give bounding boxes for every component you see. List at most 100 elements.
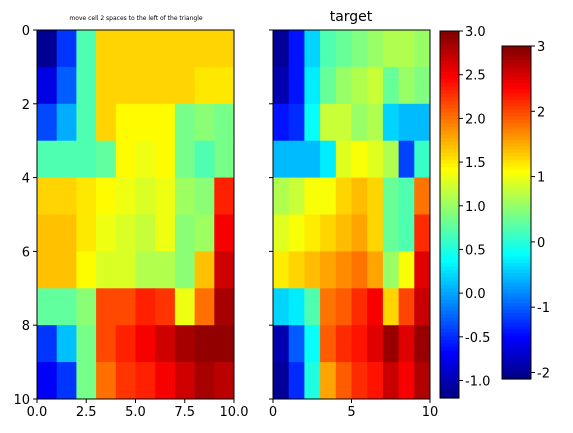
colorbar-target-strip bbox=[440, 155, 459, 161]
colorbar-target-strip bbox=[440, 232, 459, 238]
colorbar-input-strip bbox=[502, 339, 531, 343]
colorbar-input-strip bbox=[502, 132, 531, 137]
input-cell bbox=[76, 362, 97, 400]
colorbar-target-strip bbox=[440, 207, 459, 212]
target-cell bbox=[398, 30, 415, 68]
colorbar-input-strip bbox=[502, 302, 531, 307]
target-cell bbox=[273, 288, 290, 326]
colorbar-input-strip bbox=[502, 62, 531, 67]
colorbar-input-strip bbox=[502, 179, 531, 184]
colorbar-input-strip bbox=[502, 362, 531, 367]
colorbar-input-tick-label: -1 bbox=[537, 301, 550, 316]
colorbar-target-tick-label: 1.0 bbox=[465, 200, 486, 215]
target-cell bbox=[382, 66, 400, 105]
input-cell bbox=[37, 325, 58, 363]
colorbar-target-strip bbox=[440, 196, 459, 201]
colorbar-target-strip bbox=[440, 313, 459, 318]
input-cell bbox=[194, 288, 215, 326]
colorbar-input-strip bbox=[502, 119, 531, 124]
target-cell bbox=[398, 362, 415, 400]
target-cell bbox=[304, 288, 321, 326]
colorbar-target-strip bbox=[440, 188, 459, 194]
colorbar-input-strip bbox=[502, 112, 531, 117]
colorbar-target-strip bbox=[440, 353, 459, 359]
colorbar-target-strip bbox=[440, 284, 459, 289]
target-cell bbox=[367, 66, 384, 105]
input-cell bbox=[115, 251, 136, 289]
input-cell bbox=[135, 362, 156, 400]
colorbar-input-strip bbox=[502, 355, 531, 360]
input-cell bbox=[115, 288, 136, 326]
colorbar-target-strip bbox=[440, 390, 459, 395]
input-cell bbox=[135, 251, 156, 289]
target-cell bbox=[288, 362, 305, 400]
colorbar-target-strip bbox=[440, 38, 459, 43]
colorbar-input-strip bbox=[502, 315, 531, 320]
target-cell bbox=[288, 325, 305, 363]
colorbar-input-strip bbox=[502, 192, 531, 197]
input-x-tick-label: 2.5 bbox=[76, 405, 97, 420]
colorbar-target-strip bbox=[440, 199, 459, 205]
colorbar-target-strip bbox=[440, 331, 459, 337]
input-cell bbox=[56, 30, 77, 68]
input-cell bbox=[37, 103, 58, 142]
target-cell bbox=[382, 325, 400, 363]
panel-title-input: move cell 2 spaces to the left of the tr… bbox=[69, 15, 202, 22]
colorbar-input-strip bbox=[502, 332, 531, 337]
input-cell bbox=[96, 140, 117, 179]
target-cell bbox=[351, 251, 368, 289]
target-cell bbox=[351, 325, 368, 363]
input-cell bbox=[174, 325, 196, 363]
colorbar-target-strip bbox=[440, 295, 459, 300]
colorbar-target-strip bbox=[440, 346, 459, 351]
input-cell bbox=[135, 66, 156, 105]
colorbar-input-strip bbox=[502, 345, 531, 350]
colorbar-input-strip bbox=[502, 175, 531, 180]
colorbar-input-tick-label: 0 bbox=[537, 236, 545, 251]
input-cell bbox=[214, 325, 235, 363]
colorbar-input-strip bbox=[502, 232, 531, 237]
colorbar-target-strip bbox=[440, 181, 459, 186]
heatmap-panel-target: target 0 5 10 bbox=[269, 9, 438, 420]
input-cell bbox=[96, 251, 117, 289]
target-cell bbox=[320, 177, 337, 215]
input-cell bbox=[214, 140, 235, 179]
colorbar-target-strip bbox=[440, 280, 459, 285]
colorbar-target-tick-label: -1.0 bbox=[465, 375, 490, 390]
target-cell bbox=[304, 103, 321, 142]
target-cell bbox=[304, 177, 321, 215]
target-cell bbox=[288, 30, 305, 68]
target-cell bbox=[320, 214, 337, 252]
colorbar-input-strip bbox=[502, 272, 531, 277]
input-y-tick-label: 10 bbox=[13, 393, 30, 408]
colorbar-target-strip bbox=[440, 276, 459, 282]
colorbar-target-strip bbox=[440, 225, 459, 230]
input-cell bbox=[155, 251, 176, 289]
colorbar-input-strip bbox=[502, 135, 531, 140]
target-cell bbox=[273, 362, 290, 400]
target-cell bbox=[351, 288, 368, 326]
colorbar-target-strip bbox=[440, 324, 459, 329]
colorbar-input-strip bbox=[502, 139, 531, 144]
input-cell bbox=[194, 362, 215, 400]
colorbar-input-strip bbox=[502, 239, 531, 244]
colorbar-target-strip bbox=[440, 265, 459, 271]
target-cell bbox=[382, 251, 400, 289]
colorbar-input-strip bbox=[502, 265, 531, 270]
input-cell bbox=[174, 251, 196, 289]
input-cell bbox=[56, 251, 77, 289]
colorbar-input-strip bbox=[502, 189, 531, 194]
colorbar-target-strip bbox=[440, 221, 459, 227]
colorbar-input-strip bbox=[502, 99, 531, 104]
colorbar-input-strip bbox=[502, 55, 531, 60]
colorbar-input-strip bbox=[502, 169, 531, 174]
target-cell bbox=[273, 140, 290, 179]
input-cell bbox=[37, 177, 58, 215]
input-cell bbox=[37, 214, 58, 252]
target-cell bbox=[351, 66, 368, 105]
colorbar-input-strip bbox=[502, 182, 531, 187]
colorbar-input-strip bbox=[502, 329, 531, 333]
colorbar-target-strip bbox=[440, 115, 459, 120]
colorbar-target-strip bbox=[440, 335, 459, 340]
colorbar-input-strip bbox=[502, 309, 531, 313]
